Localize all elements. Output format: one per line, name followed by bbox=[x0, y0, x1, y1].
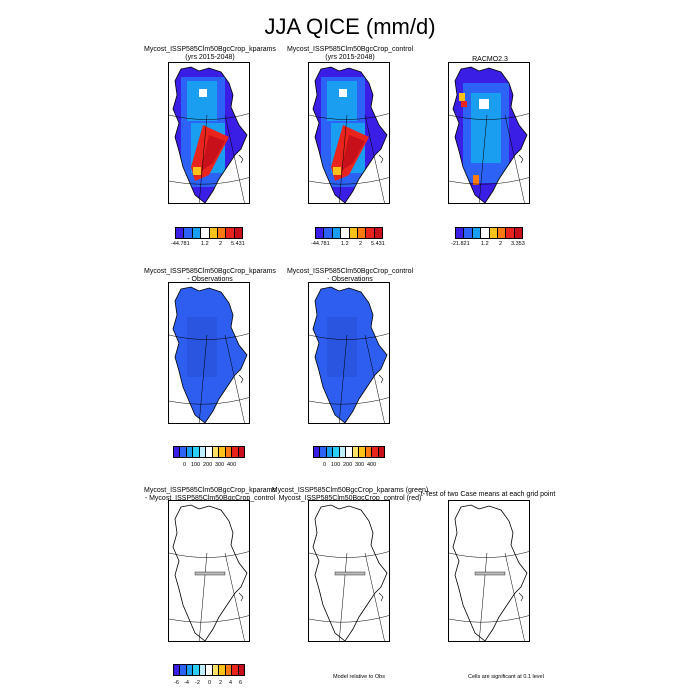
colorbar-label: -4 bbox=[184, 680, 189, 686]
colorbar-label: 200 bbox=[203, 462, 213, 468]
panel-title-kparams-obs: Mycost_ISSP585Clm50BgcCrop_kparams - Obse… bbox=[120, 268, 300, 284]
colorbar-kparams bbox=[175, 227, 243, 239]
greenland-map bbox=[449, 66, 529, 203]
significance-note: Cells are significant at 0.1 level bbox=[468, 674, 544, 680]
panel-title-line1: Mycost_ISSP585Clm50BgcCrop_control bbox=[286, 268, 414, 275]
panel-title-control: Mycost_ISSP585Clm50BgcCrop_control (yrs 2… bbox=[260, 46, 440, 62]
colorbar-label: 5.431 bbox=[371, 241, 385, 247]
map-panel-kparams-obs bbox=[168, 282, 250, 424]
colorbar-kparams-obs bbox=[173, 446, 245, 458]
model-relative-note: Model relative to Obs bbox=[333, 674, 385, 680]
greenland-map bbox=[309, 286, 389, 423]
panel-title-line1: RACMO2.3 bbox=[472, 56, 508, 63]
colorbar-label: -2 bbox=[195, 680, 200, 686]
colorbar-racmo bbox=[455, 227, 523, 239]
map-panel-control-obs bbox=[308, 282, 390, 424]
panel-title-line1: Mycost_ISSP585Clm50BgcCrop_kparams (gree… bbox=[271, 487, 429, 494]
colorbar-label: 4 bbox=[229, 680, 233, 686]
colorbar-label: 2 bbox=[499, 241, 503, 247]
colorbar-label: 1.2 bbox=[201, 241, 209, 247]
colorbar-label: 1.2 bbox=[341, 241, 349, 247]
panel-title-line2: Mycost_ISSP585Clm50BgcCrop_control (red) bbox=[278, 495, 422, 502]
colorbar-label: -6 bbox=[174, 680, 179, 686]
colorbar-label: 0 bbox=[183, 462, 187, 468]
colorbar-label: 200 bbox=[343, 462, 353, 468]
panel-title-line2: (yrs 2015-2048) bbox=[185, 54, 235, 61]
panel-title-line1: Mycost_ISSP585Clm50BgcCrop_kparams bbox=[144, 268, 276, 275]
map-panel-case-diff bbox=[168, 500, 250, 642]
map-panel-racmo bbox=[448, 62, 530, 204]
map-panel-kparams bbox=[168, 62, 250, 204]
colorbar-control bbox=[315, 227, 383, 239]
greenland-map bbox=[169, 286, 249, 423]
map-panel-ttest bbox=[448, 500, 530, 642]
panel-title-line1: Mycost_ISSP585Clm50BgcCrop_kparams bbox=[144, 46, 276, 53]
greenland-map bbox=[309, 504, 389, 641]
colorbar-label: 100 bbox=[191, 462, 201, 468]
panel-title-ttest: t-Test of two Case means at each grid po… bbox=[398, 491, 578, 499]
panel-title-line2: - Observations bbox=[327, 276, 373, 283]
panel-title-green-red: Mycost_ISSP585Clm50BgcCrop_kparams (gree… bbox=[260, 487, 440, 503]
colorbar-label: 400 bbox=[227, 462, 237, 468]
colorbar-label: 0 bbox=[208, 680, 212, 686]
colorbar-label: 400 bbox=[367, 462, 377, 468]
colorbar-label: 0 bbox=[323, 462, 327, 468]
colorbar-label: -44.781 bbox=[171, 241, 190, 247]
panel-title-line1: t-Test of two Case means at each grid po… bbox=[420, 491, 556, 498]
colorbar-label: -21.821 bbox=[451, 241, 470, 247]
greenland-map bbox=[309, 66, 389, 203]
colorbar-label: 2 bbox=[219, 680, 223, 686]
colorbar-label: 1.2 bbox=[481, 241, 489, 247]
colorbar-label: 3.353 bbox=[511, 241, 525, 247]
colorbar-control-obs bbox=[313, 446, 385, 458]
panel-title-control-obs: Mycost_ISSP585Clm50BgcCrop_control - Obse… bbox=[260, 268, 440, 284]
map-panel-green-red bbox=[308, 500, 390, 642]
greenland-map bbox=[169, 504, 249, 641]
panel-title-line2: (yrs 2015-2048) bbox=[325, 54, 375, 61]
panel-title-kparams: Mycost_ISSP585Clm50BgcCrop_kparams (yrs 2… bbox=[120, 46, 300, 62]
colorbar-label: -44.781 bbox=[311, 241, 330, 247]
panel-title-line2: - Mycost_ISSP585Clm50BgcCrop_control bbox=[144, 495, 276, 502]
colorbar-label: 2 bbox=[359, 241, 363, 247]
greenland-map bbox=[169, 66, 249, 203]
greenland-map bbox=[449, 504, 529, 641]
panel-title-line2: - Observations bbox=[187, 276, 233, 283]
panel-title-racmo: RACMO2.3 bbox=[400, 56, 580, 64]
colorbar-case-diff bbox=[173, 664, 245, 676]
colorbar-label: 300 bbox=[355, 462, 365, 468]
panel-title-line1: Mycost_ISSP585Clm50BgcCrop_kparams bbox=[144, 487, 276, 494]
map-panel-control bbox=[308, 62, 390, 204]
colorbar-label: 300 bbox=[215, 462, 225, 468]
colorbar-label: 2 bbox=[219, 241, 223, 247]
page-title: JJA QICE (mm/d) bbox=[264, 14, 436, 39]
colorbar-label: 5.431 bbox=[231, 241, 245, 247]
colorbar-label: 6 bbox=[239, 680, 243, 686]
panel-title-line1: Mycost_ISSP585Clm50BgcCrop_control bbox=[286, 46, 414, 53]
panel-title-case-diff: Mycost_ISSP585Clm50BgcCrop_kparams - Myco… bbox=[120, 487, 300, 503]
colorbar-label: 100 bbox=[331, 462, 341, 468]
